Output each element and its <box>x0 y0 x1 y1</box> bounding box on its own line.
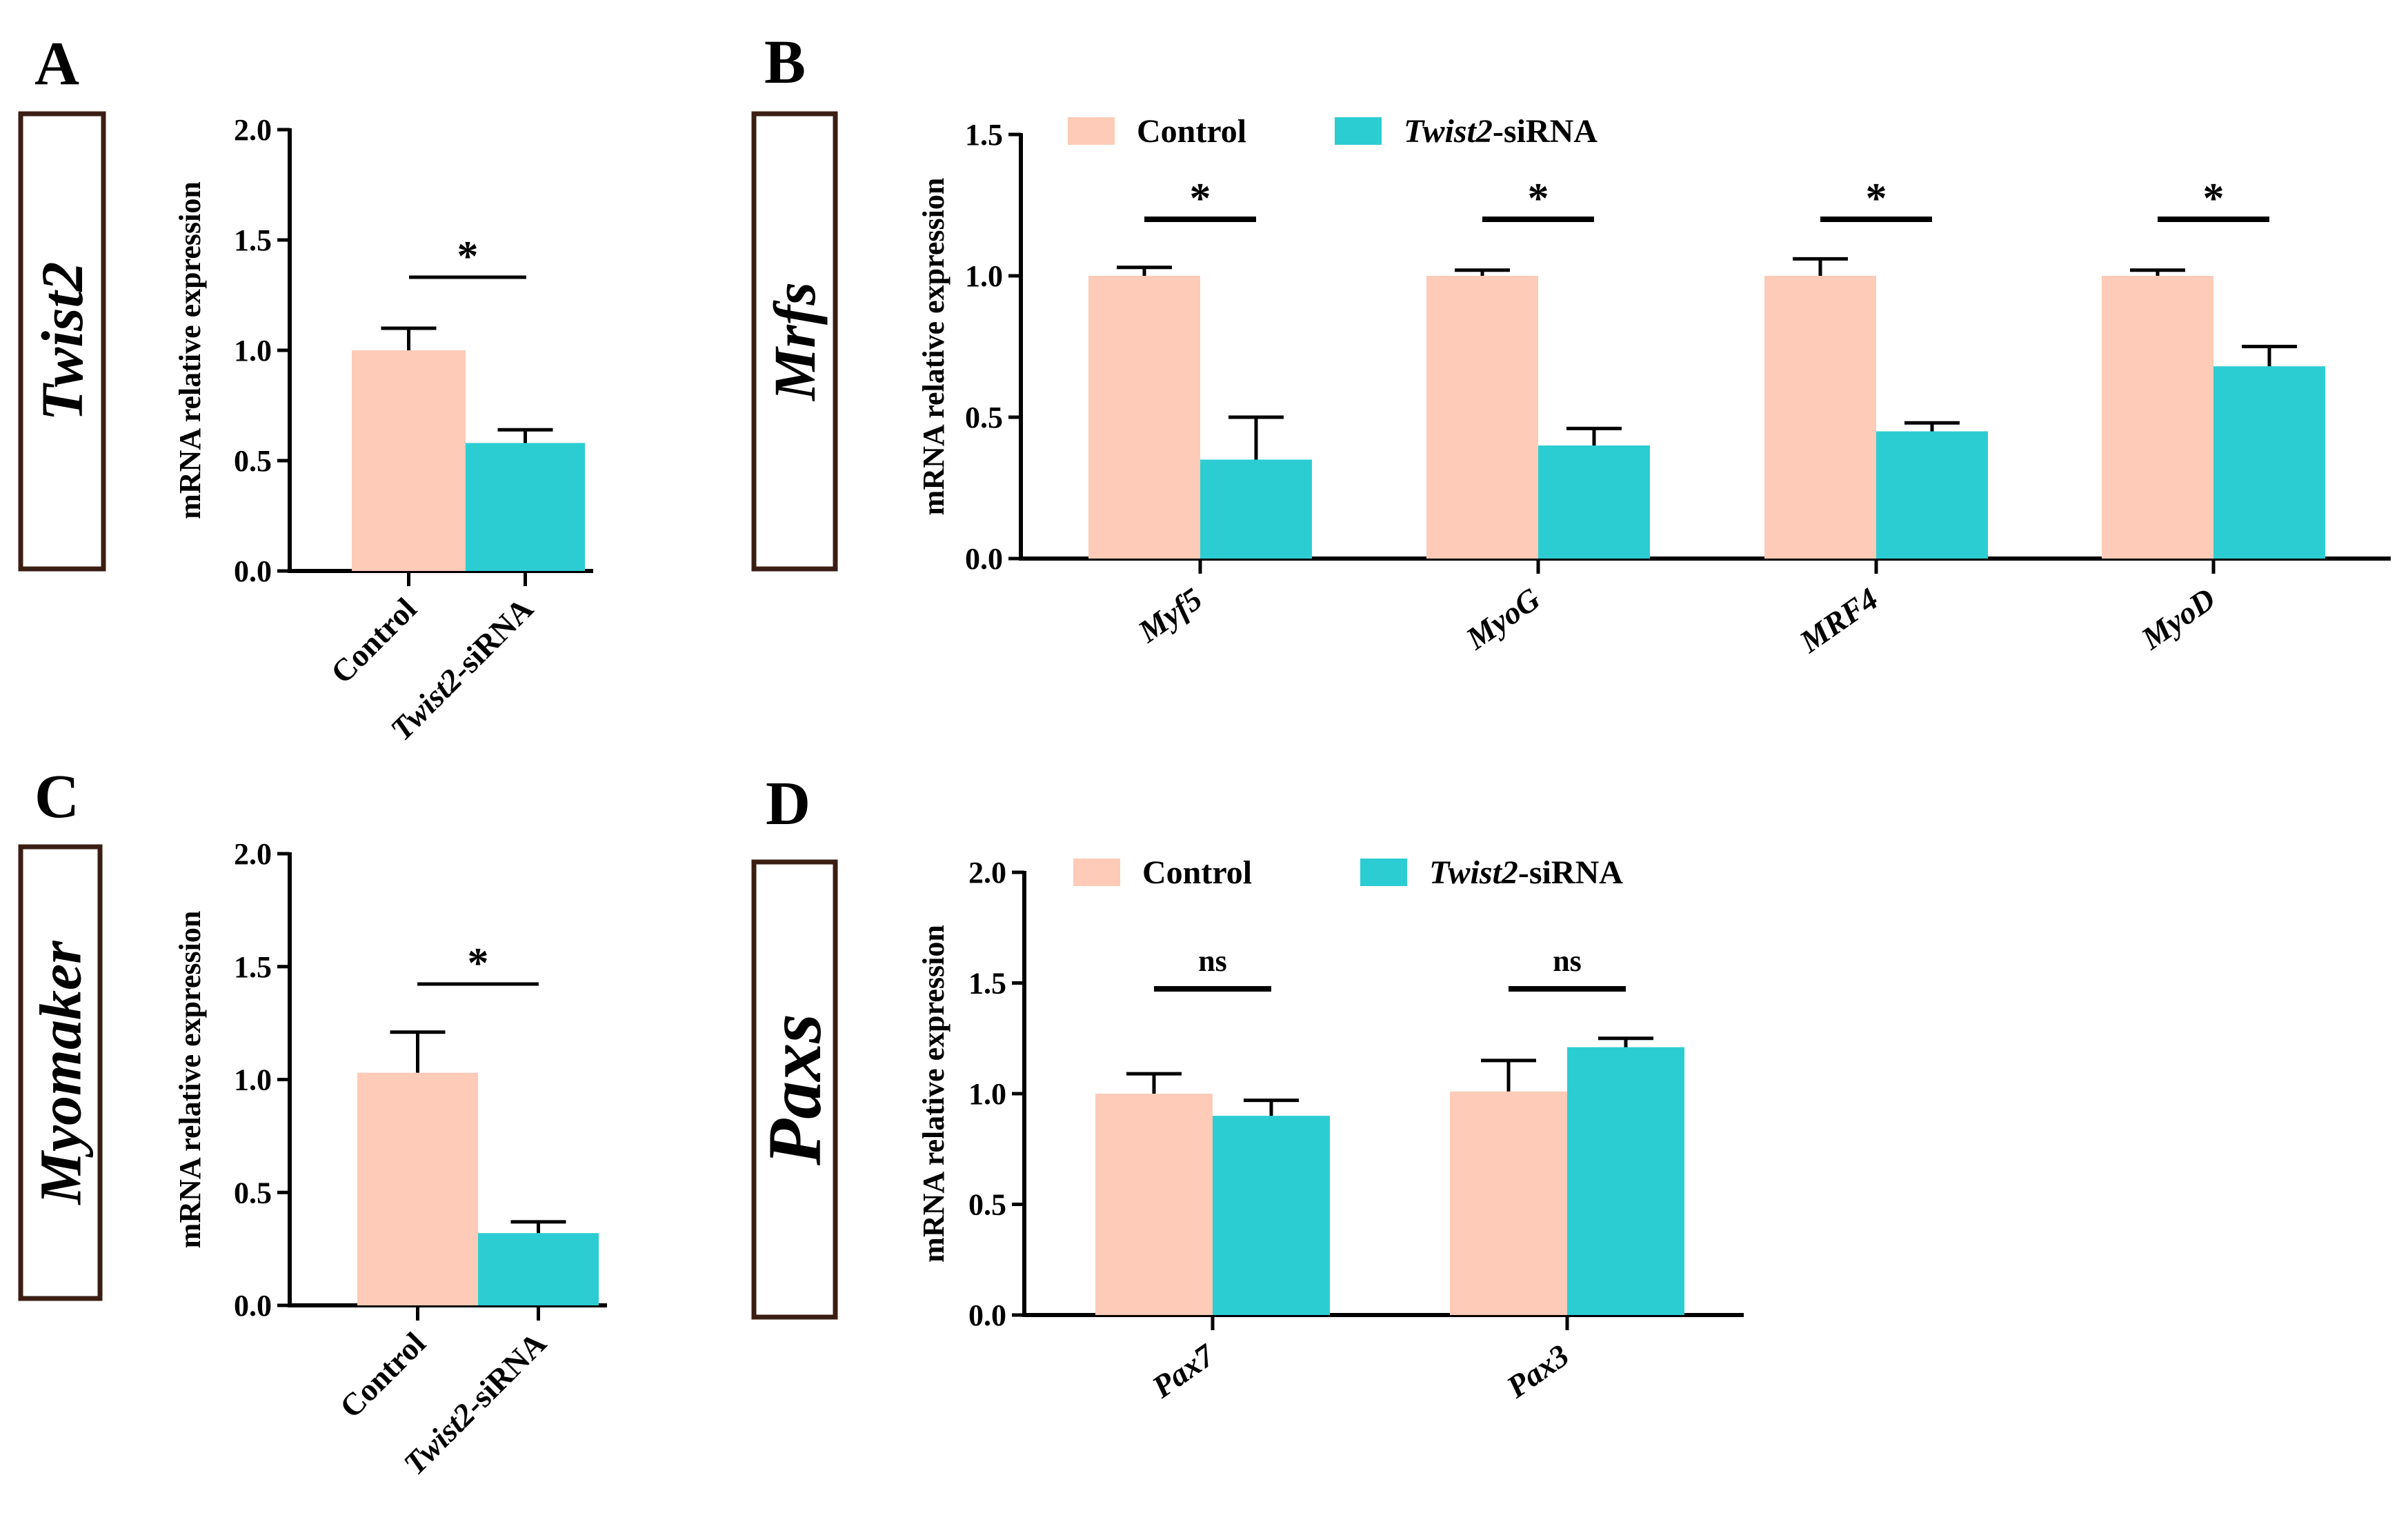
x-tick-label: Pax3 <box>1500 1337 1575 1405</box>
x-tick-label-text: Control <box>324 591 424 690</box>
legend-label-twist2-sirna: Twist2-siRNA <box>1429 854 1623 891</box>
y-tick-label: 1.0 <box>234 1063 272 1097</box>
gene-label-box <box>751 859 838 1320</box>
bar-control <box>1095 1094 1213 1315</box>
legend-label-italic: Twist2 <box>1404 113 1493 150</box>
y-tick-label: 0.0 <box>965 542 1003 576</box>
bar-twist2-sirna <box>1876 431 1988 559</box>
y-tick-label: 0.0 <box>234 554 272 588</box>
legend-label-suffix: -siRNA <box>1493 113 1598 150</box>
bar-twist2-sirna <box>1200 459 1312 559</box>
y-tick-label: 1.5 <box>968 967 1006 1001</box>
legend-swatch-twist2-sirna <box>1360 859 1407 886</box>
legend-label-twist2-sirna: Twist2-siRNA <box>1404 113 1598 150</box>
y-tick-label: 1.5 <box>965 118 1003 152</box>
gene-label: Paxs <box>753 1014 837 1166</box>
bar-control <box>1764 276 1876 559</box>
significance-marker: * <box>468 940 489 987</box>
y-axis-label: mRNA relative expression <box>917 178 951 516</box>
bar-control <box>352 350 466 571</box>
legend-label-italic: Twist2 <box>1429 854 1518 891</box>
bar-control <box>1426 276 1538 559</box>
y-tick-label: 0.5 <box>968 1188 1006 1222</box>
y-tick-label: 1.0 <box>968 1077 1006 1111</box>
x-tick-label: MRF4 <box>1793 581 1884 659</box>
x-tick-label-text: Control <box>333 1325 432 1425</box>
y-tick-label: 0.0 <box>968 1298 1006 1332</box>
panel-d: D Paxs mRNA relative expression 0.0 0.5 1.0 1.… <box>751 770 1744 1405</box>
significance-marker: * <box>2203 175 2225 222</box>
legend-swatch-twist2-sirna <box>1335 117 1382 145</box>
x-tick-label: Myf5 <box>1131 581 1208 650</box>
panel-b: B Mrfs mRNA relative expression 0.0 0.5 1.0 1.… <box>751 28 2391 660</box>
bar-control <box>1450 1091 1567 1315</box>
x-tick-label: MyoG <box>1459 581 1546 656</box>
bar-twist2-sirna <box>1213 1116 1330 1315</box>
legend-label-control: Control <box>1137 113 1246 150</box>
panel-letter-d: D <box>766 770 810 838</box>
bar-twist2-sirna <box>466 443 585 571</box>
panel-a: A Twist2 mRNA relative expression 0.0 0.5 1.0… <box>18 30 593 747</box>
x-tick-label-text: -siRNA <box>457 1325 553 1421</box>
y-axis-label: mRNA relative expression <box>173 911 207 1249</box>
gene-label-box <box>18 111 106 572</box>
gene-label: Twist2 <box>29 262 95 421</box>
y-tick-label: 1.5 <box>234 950 272 984</box>
bar-control <box>2102 276 2213 559</box>
y-axis-label: mRNA relative expression <box>173 181 207 519</box>
x-tick-label: Pax7 <box>1145 1336 1222 1405</box>
bar-twist2-sirna <box>1567 1047 1684 1315</box>
panel-c: C Myomaker mRNA relative expression 0.0 0.5 1… <box>18 763 607 1481</box>
bar-control <box>357 1072 478 1305</box>
y-tick-label: 0.0 <box>234 1289 272 1323</box>
y-tick-label: 1.0 <box>234 334 272 368</box>
significance-marker: * <box>1528 175 1549 222</box>
significance-marker: * <box>457 233 479 280</box>
significance-marker: ns <box>1198 944 1227 978</box>
significance-marker: ns <box>1553 944 1582 978</box>
x-tick-label-text: -siRNA <box>444 591 540 687</box>
x-tick-label: Control <box>333 1325 432 1425</box>
y-tick-label: 2.0 <box>234 113 272 147</box>
y-tick-label: 0.5 <box>965 401 1003 434</box>
y-tick-label: 1.5 <box>234 223 272 257</box>
panel-letter-b: B <box>764 28 806 97</box>
gene-label: Myomaker <box>28 940 94 1206</box>
legend-swatch-control <box>1073 859 1120 886</box>
gene-label-box <box>751 111 838 572</box>
gene-label-box <box>18 844 103 1301</box>
significance-marker: * <box>1190 175 1211 222</box>
y-tick-label: 2.0 <box>968 856 1006 890</box>
y-tick-label: 1.0 <box>965 259 1003 293</box>
y-tick-label: 0.5 <box>234 444 272 478</box>
panel-letter-a: A <box>34 30 79 98</box>
bar-twist2-sirna <box>1538 445 1650 559</box>
bar-control <box>1088 276 1200 559</box>
legend-label-suffix: -siRNA <box>1518 854 1623 891</box>
x-tick-label: Control <box>324 591 424 690</box>
panel-letter-c: C <box>34 763 79 831</box>
y-axis-label: mRNA relative expression <box>917 925 951 1263</box>
legend-label-control: Control <box>1142 854 1252 891</box>
x-tick-label: MyoD <box>2134 581 2221 656</box>
gene-label: Mrfs <box>762 282 828 402</box>
significance-marker: * <box>1866 175 1887 222</box>
bar-twist2-sirna <box>2213 366 2325 559</box>
legend-swatch-control <box>1068 117 1115 145</box>
y-tick-label: 2.0 <box>234 837 272 871</box>
y-tick-label: 0.5 <box>234 1176 272 1210</box>
bar-twist2-sirna <box>478 1233 599 1305</box>
